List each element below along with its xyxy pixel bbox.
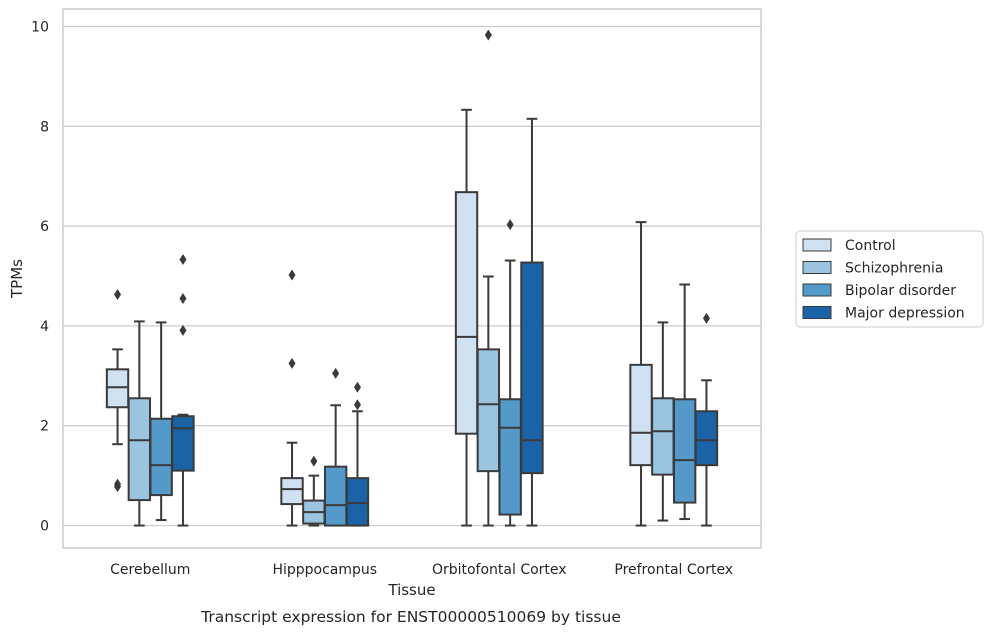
chart-title: Transcript expression for ENST0000051006… [200, 608, 621, 626]
box-2-0 [454, 108, 479, 527]
legend-label: Schizophrenia [845, 261, 943, 277]
outlier-point [353, 399, 361, 411]
outlier-point [484, 29, 492, 41]
box-1-1 [302, 455, 326, 527]
box-iqr [651, 397, 675, 476]
box-3-3 [694, 312, 719, 527]
outlier-point [288, 269, 296, 281]
outlier-point [179, 324, 187, 336]
box-3-2 [672, 283, 697, 521]
outlier-point [310, 455, 318, 467]
y-tick-label: 2 [40, 419, 49, 435]
box-iqr [498, 398, 522, 516]
plot-frame [62, 8, 762, 549]
box-3-1 [651, 321, 675, 522]
box-2-3 [520, 117, 544, 527]
y-tick-label: 8 [40, 119, 49, 135]
box-groups [105, 29, 719, 527]
legend-swatch [802, 238, 832, 252]
box-2-1 [476, 29, 501, 527]
outlier-point [353, 381, 361, 393]
box-iqr [672, 398, 697, 504]
y-tick-label: 10 [31, 19, 49, 35]
y-tick-label: 0 [40, 519, 49, 535]
box-iqr [694, 410, 719, 467]
box-iqr [280, 477, 304, 506]
legend-label: Control [845, 238, 896, 254]
x-tick-label: Cerebellum [110, 562, 190, 578]
legend-swatch [802, 283, 832, 297]
box-iqr [629, 363, 653, 467]
legend-frame [795, 230, 984, 328]
box-0-2 [149, 321, 173, 522]
box-iqr [476, 348, 501, 473]
outlier-point [288, 357, 296, 369]
legend-swatch [802, 261, 832, 274]
box-0-0 [105, 288, 130, 493]
outlier-point [179, 292, 187, 304]
box-iqr [149, 417, 173, 497]
x-tick-label: Hipppocampus [272, 562, 377, 578]
box-0-1 [127, 320, 152, 527]
y-tick-label: 4 [40, 319, 49, 335]
box-iqr [127, 397, 152, 502]
box-3-0 [629, 221, 653, 527]
box-iqr [454, 191, 479, 435]
box-iqr [171, 415, 195, 472]
box-2-2 [498, 219, 522, 527]
box-1-0 [280, 269, 304, 527]
legend-swatch [802, 306, 832, 319]
legend-label: Major depression [845, 306, 965, 322]
outlier-point [179, 254, 187, 266]
y-tick-label: 6 [40, 219, 49, 235]
y-tick-labels: 0 2 4 6 8 10 [31, 19, 49, 534]
box-iqr [520, 261, 544, 475]
legend-label: Bipolar disorder [845, 283, 956, 299]
box-1-2 [323, 367, 348, 527]
box-0-3 [171, 254, 195, 527]
box-iqr [323, 465, 348, 527]
outlier-point [506, 219, 514, 231]
outlier-point [332, 367, 340, 379]
y-axis-label: TPMs [8, 259, 26, 299]
outlier-point [114, 288, 122, 300]
x-tick-label: Orbitofontal Cortex [432, 562, 567, 578]
box-iqr [345, 477, 370, 527]
outlier-point [702, 312, 710, 324]
box-1-3 [345, 381, 370, 527]
x-axis-label: Tissue [387, 581, 435, 599]
outlier-point [114, 481, 122, 493]
x-tick-labels: Cerebellum Hipppocampus Orbitofontal Corte… [110, 562, 733, 578]
x-tick-label: Prefrontal Cortex [614, 562, 733, 578]
legend: Control Schizophrenia Bipolar disorder Majo… [795, 230, 984, 328]
